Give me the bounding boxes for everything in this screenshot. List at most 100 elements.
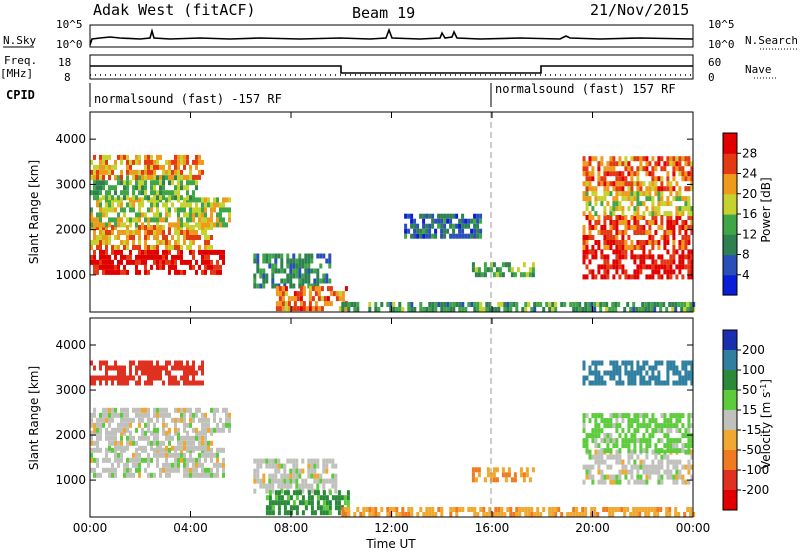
- echo-cell: [654, 443, 658, 449]
- echo-cell: [654, 215, 658, 220]
- velocity-echo-marks: [90, 360, 696, 517]
- echo-cell: [189, 225, 192, 230]
- echo-cell: [687, 418, 691, 424]
- echo-cell: [431, 223, 435, 229]
- echo-cell: [657, 254, 661, 260]
- echo-cell: [642, 215, 646, 220]
- echo-cell: [618, 264, 622, 270]
- echo-cell: [177, 230, 180, 235]
- echo-cell: [582, 191, 586, 197]
- station-title: Adak West (fitACF): [93, 1, 256, 19]
- echo-cell: [222, 222, 225, 228]
- echo-cell: [201, 422, 204, 428]
- echo-cell: [265, 258, 269, 264]
- echo-cell: [609, 479, 613, 485]
- echo-cell: [648, 474, 652, 480]
- echo-cell: [132, 202, 135, 208]
- echo-cell: [102, 375, 105, 381]
- echo-cell: [338, 296, 342, 302]
- echo-cell: [621, 418, 625, 424]
- echo-cell: [627, 181, 631, 187]
- echo-cell: [274, 268, 278, 274]
- echo-cell: [678, 230, 682, 235]
- echo-cell: [624, 433, 628, 439]
- echo-cell: [653, 512, 657, 517]
- echo-cell: [525, 272, 529, 278]
- echo-cell: [314, 291, 318, 297]
- echo-cell: [588, 259, 592, 265]
- echo-cell: [603, 206, 607, 212]
- echo-cell: [615, 423, 619, 429]
- echo-cell: [606, 171, 610, 177]
- echo-cell: [591, 438, 595, 444]
- echo-cell: [278, 296, 282, 302]
- echo-cell: [290, 296, 294, 302]
- echo-cell: [105, 245, 108, 250]
- echo-cell: [683, 512, 687, 517]
- echo-cell: [675, 438, 679, 444]
- echo-cell: [177, 185, 180, 191]
- echo-cell: [150, 180, 153, 186]
- echo-cell: [93, 422, 96, 428]
- echo-cell: [635, 512, 639, 517]
- echo-cell: [271, 478, 275, 484]
- echo-cell: [284, 291, 288, 297]
- echo-cell: [597, 360, 601, 366]
- echo-cell: [681, 413, 685, 419]
- echo-cell: [253, 473, 257, 479]
- echo-cell: [301, 258, 305, 264]
- echo-cell: [660, 428, 664, 434]
- echo-cell: [600, 454, 604, 460]
- echo-cell: [612, 161, 616, 167]
- echo-cell: [186, 230, 189, 235]
- echo-cell: [281, 291, 285, 297]
- echo-cell: [548, 307, 552, 312]
- echo-cell: [120, 169, 123, 175]
- echo-cell: [666, 423, 670, 429]
- colorbar-swatch: [723, 234, 737, 256]
- echo-cell: [111, 195, 114, 201]
- echo-cell: [636, 264, 640, 270]
- echo-cell: [651, 264, 655, 270]
- echo-cell: [183, 197, 186, 203]
- echo-cell: [207, 222, 210, 228]
- echo-cell: [615, 176, 619, 182]
- echo-cell: [162, 447, 165, 453]
- echo-cell: [657, 240, 661, 245]
- echo-cell: [299, 296, 303, 302]
- echo-cell: [624, 230, 628, 235]
- colorbar-tick-label: -50: [742, 443, 762, 457]
- echo-cell: [183, 445, 186, 451]
- echo-cell: [186, 375, 189, 381]
- echo-cell: [207, 417, 210, 423]
- echo-cell: [195, 174, 198, 180]
- echo-cell: [265, 495, 269, 501]
- echo-cell: [389, 307, 393, 312]
- echo-cell: [585, 171, 589, 177]
- echo-cell: [156, 207, 159, 213]
- echo-cell: [162, 190, 165, 196]
- echo-cell: [180, 225, 183, 230]
- echo-cell: [186, 430, 189, 436]
- echo-cell: [135, 412, 138, 418]
- echo-cell: [627, 235, 631, 240]
- echo-cell: [503, 307, 507, 312]
- echo-cell: [271, 268, 275, 274]
- echo-cell: [452, 213, 456, 219]
- echo-cell: [519, 472, 523, 478]
- colorbar-tick-label: 28: [742, 146, 757, 160]
- echo-cell: [120, 422, 123, 428]
- echo-cell: [452, 307, 456, 312]
- echo-cell: [319, 478, 323, 484]
- echo-cell: [96, 264, 99, 270]
- echo-cell: [183, 472, 186, 478]
- echo-cell: [99, 472, 102, 478]
- nsearch-label: N.Search: [745, 34, 798, 47]
- noise-tick-top-right: 10^5: [708, 18, 735, 31]
- echo-cell: [289, 495, 293, 501]
- freq-tick-bottom: 8: [64, 71, 71, 84]
- echo-cell: [117, 222, 120, 228]
- echo-cell: [259, 463, 263, 469]
- echo-cell: [168, 452, 171, 458]
- echo-cell: [513, 477, 517, 483]
